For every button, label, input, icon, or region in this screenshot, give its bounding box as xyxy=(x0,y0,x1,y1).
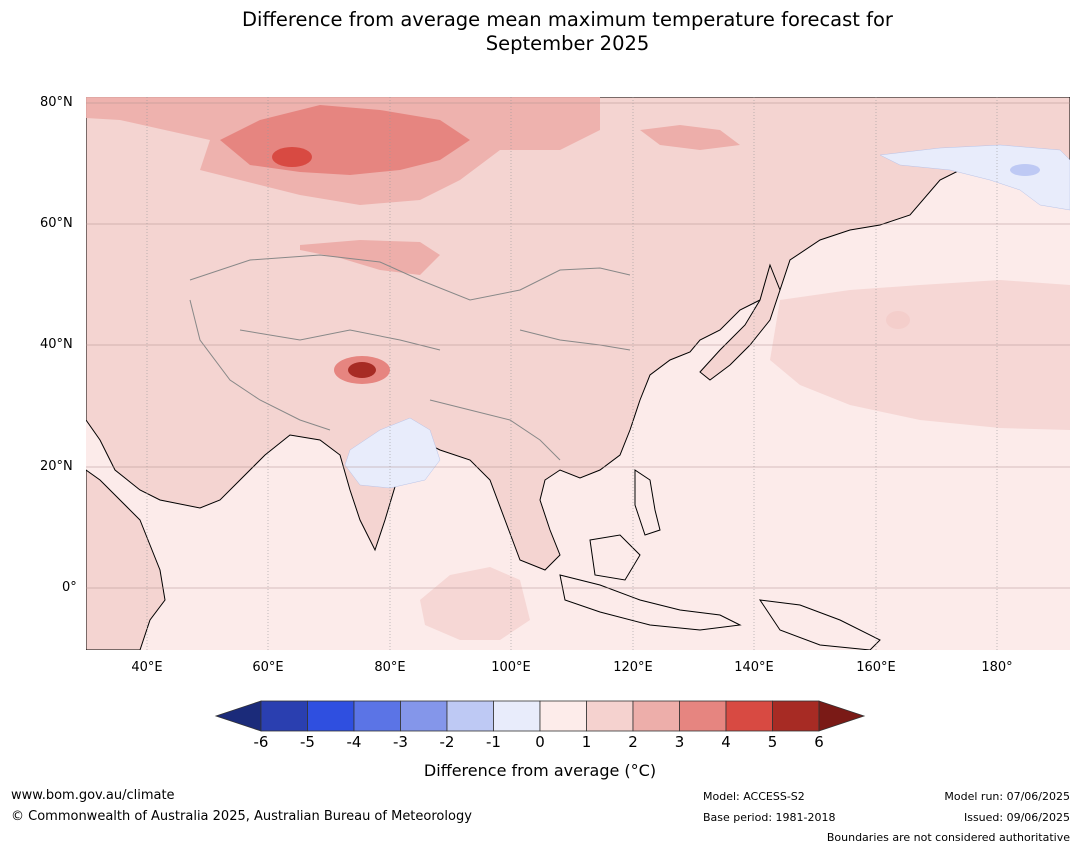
anomaly-warm-tropics xyxy=(420,567,530,640)
colorbar-segment xyxy=(446,700,494,732)
indonesia-land xyxy=(559,574,742,631)
anomaly-warm-patch-east xyxy=(640,125,740,150)
footer-model-run: Model run: 07/06/2025 xyxy=(944,790,1070,803)
footer-issued: Issued: 09/06/2025 xyxy=(963,811,1070,824)
colorbar-extension-cold xyxy=(214,700,262,732)
lon-label-40e: 40°E xyxy=(131,660,163,675)
anomaly-warm-patch-central xyxy=(300,240,440,275)
colorbar-tick-label: -6 xyxy=(253,733,269,751)
lon-label-180: 180° xyxy=(981,660,1013,675)
lon-label-60e: 60°E xyxy=(252,660,284,675)
title-line-2: September 2025 xyxy=(485,32,650,55)
colorbar-tick-label: 3 xyxy=(674,733,685,751)
colorbar-segment xyxy=(307,700,355,732)
colorbar-segment xyxy=(679,700,727,732)
new-guinea-land xyxy=(758,599,881,650)
lon-label-120e: 120°E xyxy=(613,660,653,675)
footer-disclaimer: Boundaries are not considered authoritat… xyxy=(826,831,1070,844)
anomaly-warm-pacific-band xyxy=(770,280,1070,430)
lon-label-100e: 100°E xyxy=(491,660,531,675)
footer-base-period: Base period: 1981-2018 xyxy=(703,811,836,824)
meridians xyxy=(146,97,998,650)
colorbar-segment xyxy=(539,700,587,732)
colorbar-extension-hot xyxy=(818,700,866,732)
colorbar-tick-label: -1 xyxy=(486,733,501,751)
colorbar-tick-label: -4 xyxy=(346,733,362,751)
lat-label-80n: 80°N xyxy=(40,95,73,110)
footer-url[interactable]: www.bom.gov.au/climate xyxy=(11,788,175,803)
colorbar-segment xyxy=(586,700,634,732)
anomaly-core-tibet xyxy=(348,362,376,378)
colorbar-tick-label: -3 xyxy=(393,733,408,751)
colorbar-tick-label: 5 xyxy=(767,733,778,751)
lon-label-140e: 140°E xyxy=(734,660,774,675)
lon-label-160e: 160°E xyxy=(856,660,896,675)
anomaly-cool-arctic-east xyxy=(879,144,1070,211)
colorbar-tick-label: 6 xyxy=(814,733,824,751)
colorbar-tick-label: -2 xyxy=(439,733,455,751)
borneo-land xyxy=(589,534,641,581)
colorbar-segment xyxy=(725,700,773,732)
colorbar-segment xyxy=(400,700,448,732)
lon-label-80e: 80°E xyxy=(374,660,406,675)
anomaly-cool-core-arctic xyxy=(1010,164,1040,176)
colorbar-tick-label: -5 xyxy=(300,733,315,751)
lat-label-60n: 60°N xyxy=(40,216,73,231)
country-borders xyxy=(189,254,631,461)
africa-land xyxy=(86,469,166,650)
forecast-map xyxy=(86,97,1070,650)
colorbar-segment xyxy=(260,700,308,732)
lat-label-40n: 40°N xyxy=(40,337,73,352)
japan-land xyxy=(699,263,781,381)
title-line-1: Difference from average mean maximum tem… xyxy=(242,8,893,31)
eurasia-land xyxy=(86,97,1070,571)
philippines-land xyxy=(634,469,661,536)
lat-label-0: 0° xyxy=(62,580,77,595)
colorbar-segment xyxy=(772,700,820,732)
colorbar-tick-label: 1 xyxy=(581,733,592,751)
footer-copyright: © Commonwealth of Australia 2025, Austra… xyxy=(11,809,472,824)
map-title: Difference from average mean maximum tem… xyxy=(0,8,1081,56)
anomaly-cool-india xyxy=(344,417,441,489)
colorbar-segment xyxy=(493,700,541,732)
colorbar-tick-label: 4 xyxy=(721,733,731,751)
colorbar-segment xyxy=(632,700,680,732)
colorbar-tick-label: 0 xyxy=(535,733,545,751)
lat-label-20n: 20°N xyxy=(40,459,73,474)
colorbar-segment xyxy=(353,700,401,732)
parallels xyxy=(86,102,1070,589)
colorbar xyxy=(214,700,866,732)
footer-model: Model: ACCESS-S2 xyxy=(703,790,805,803)
anomaly-hotspot-north xyxy=(272,147,312,167)
colorbar-label: Difference from average (°C) xyxy=(423,761,657,780)
colorbar-tick-label: 2 xyxy=(628,733,638,751)
